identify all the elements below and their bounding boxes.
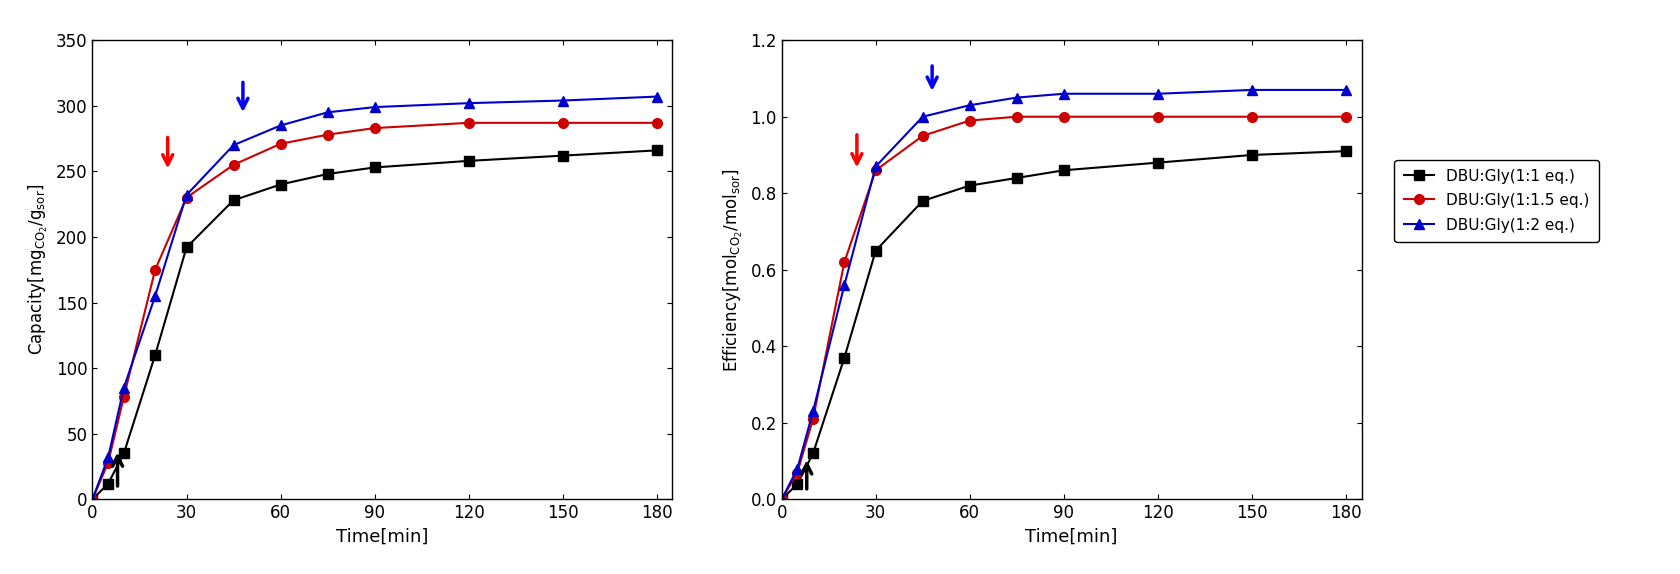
Y-axis label: Efficiency[$\mathrm{mol_{CO_2}/mol_{sor}}$]: Efficiency[$\mathrm{mol_{CO_2}/mol_{sor}… [721,168,744,371]
X-axis label: Time[min]: Time[min] [336,528,428,546]
X-axis label: Time[min]: Time[min] [1025,528,1117,546]
Legend: DBU:Gly(1:1 eq.), DBU:Gly(1:1.5 eq.), DBU:Gly(1:2 eq.): DBU:Gly(1:1 eq.), DBU:Gly(1:1.5 eq.), DB… [1394,160,1598,242]
Y-axis label: Capacity[$\mathrm{mg_{CO_2}/g_{sor}}$]: Capacity[$\mathrm{mg_{CO_2}/g_{sor}}$] [27,184,50,355]
